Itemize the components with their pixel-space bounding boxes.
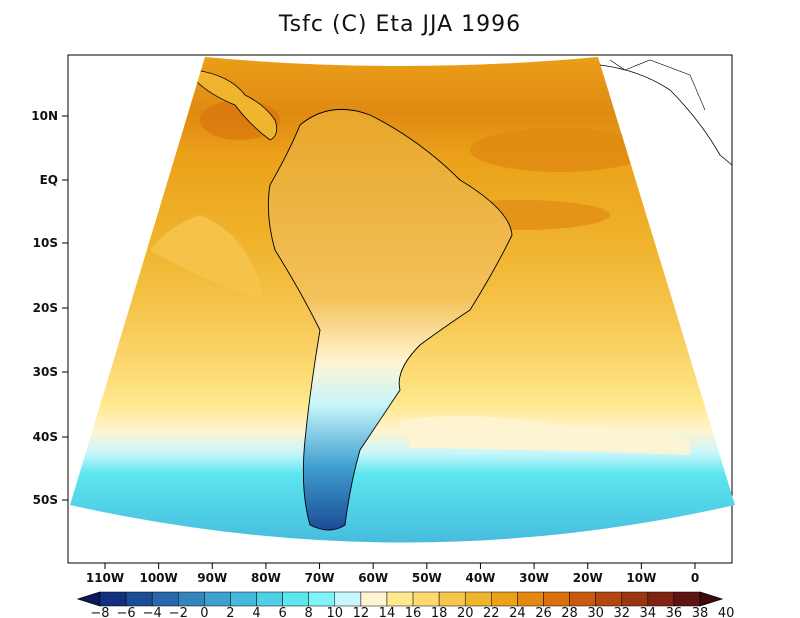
lat-label: 10N [31,109,58,123]
colorbar-segment [204,591,231,607]
colorbar-arrow-high [699,591,724,607]
colorbar-segment [569,591,596,607]
colorbar-segment [125,591,153,607]
lat-label: 40S [33,430,58,444]
colorbar-label: 28 [561,606,578,618]
colorbar-segment [673,591,701,607]
lat-label: 10S [33,236,58,250]
colorbar-label: 32 [613,606,630,618]
lon-label: 80W [251,571,281,585]
lat-label: 20S [33,301,58,315]
colorbar-label: 8 [305,606,313,618]
lat-label: 50S [33,493,58,507]
colorbar-label: 30 [587,606,604,618]
colorbar-label: 36 [666,606,683,618]
colorbar-label: 16 [405,606,422,618]
colorbar-label: 6 [278,606,286,618]
lon-label: 20W [573,571,603,585]
lon-label: 40W [465,571,495,585]
colorbar-label: 12 [353,606,370,618]
colorbar-label: −6 [117,606,136,618]
colorbar-segment [464,591,492,607]
colorbar-segment [282,591,309,607]
colorbar-segment [543,591,570,607]
colorbar-label: 4 [252,606,260,618]
colorbar-segment [438,591,466,607]
colorbar-label: 2 [226,606,234,618]
colorbar-label: 24 [509,606,526,618]
colorbar-segment [308,591,336,607]
chart-title: Tsfc (C) Eta JJA 1996 [278,12,522,37]
colorbar-segment [386,591,414,607]
colorbar-label: 20 [457,606,474,618]
temperature-field [70,57,735,543]
colorbar-segment [256,591,283,607]
colorbar-label: 26 [535,606,552,618]
colorbar-segment [151,591,179,607]
lon-label: 60W [358,571,388,585]
colorbar-label: 10 [327,606,344,618]
colorbar-label: −8 [90,606,109,618]
colorbar-label: −4 [143,606,162,618]
colorbar-segment [230,591,257,607]
lon-label: 50W [412,571,442,585]
colorbar-label: 0 [200,606,208,618]
colorbar-label: 14 [379,606,396,618]
lat-label: EQ [40,173,58,187]
colorbar: −8 −6 −4 −2 0 2 4 6 8 10 12 14 16 18 20 22 24 26 28 30 32 34 3… [76,591,735,618]
colorbar-segment [178,591,205,607]
lon-label: 110W [86,571,124,585]
lat-label: 30S [33,365,58,379]
colorbar-segment [360,591,388,607]
lon-label: 0 [691,571,699,585]
colorbar-label: 40 [718,606,735,618]
colorbar-segment [517,591,544,607]
colorbar-label: 38 [692,606,709,618]
colorbar-segment [334,591,362,607]
colorbar-arrow-low [76,591,101,607]
latitude-axis: 10N EQ 10S 20S 30S 40S 50S [31,109,68,507]
colorbar-label: 22 [483,606,500,618]
colorbar-segment [412,591,440,607]
colorbar-segment [491,591,518,607]
lon-label: 10W [626,571,656,585]
colorbar-segment [621,591,649,607]
colorbar-label: 18 [431,606,448,618]
colorbar-segment [99,591,127,607]
lon-label: 90W [197,571,227,585]
lon-label: 70W [305,571,335,585]
colorbar-segment [595,591,622,607]
colorbar-segment [647,591,675,607]
longitude-axis: 110W 100W 90W 80W 70W 60W 50W 40W 30W 20W 10W 0 [86,563,699,585]
lon-label: 100W [139,571,177,585]
colorbar-label: −2 [169,606,188,618]
lon-label: 30W [519,571,549,585]
colorbar-label: 34 [640,606,657,618]
